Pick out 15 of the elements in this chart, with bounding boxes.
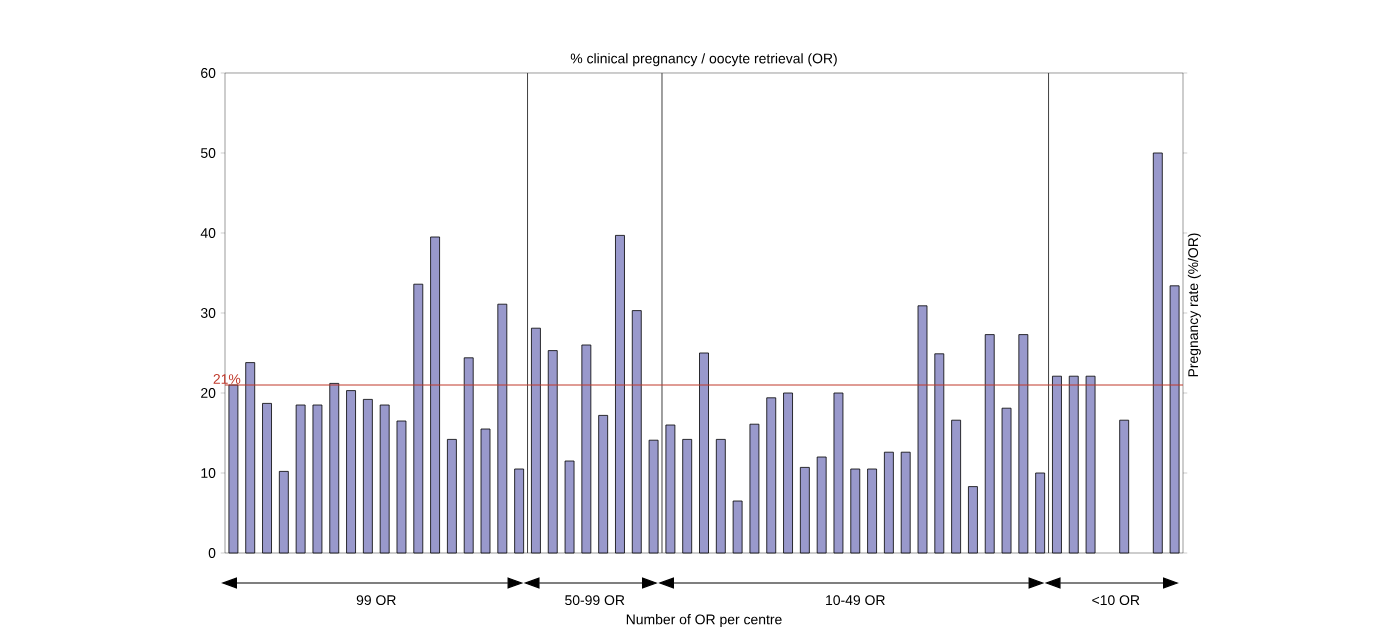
y-tick-label: 10 [201,468,216,478]
text: <10 OR [1092,595,1140,606]
chart-title: % clinical pregnancy / oocyte retrieval (OR) [570,53,837,67]
x-axis-title: Number of OR per centre [626,614,782,628]
y-tick-label: 30 [200,308,216,318]
text: 99 OR [356,595,396,606]
y-tick-label: 40 [200,228,216,238]
ref-line-label: 21% [213,374,241,384]
text: 10-49 OR [826,595,885,606]
text: 50-99 OR [565,595,625,606]
y-axis-title: Pregnancy rate (%/OR) [1187,233,1201,377]
y-tick-label: 0 [208,548,216,558]
y-tick-label: 20 [201,388,216,398]
y-tick-label: 50 [200,148,216,158]
y-tick-label: 60 [201,68,216,78]
